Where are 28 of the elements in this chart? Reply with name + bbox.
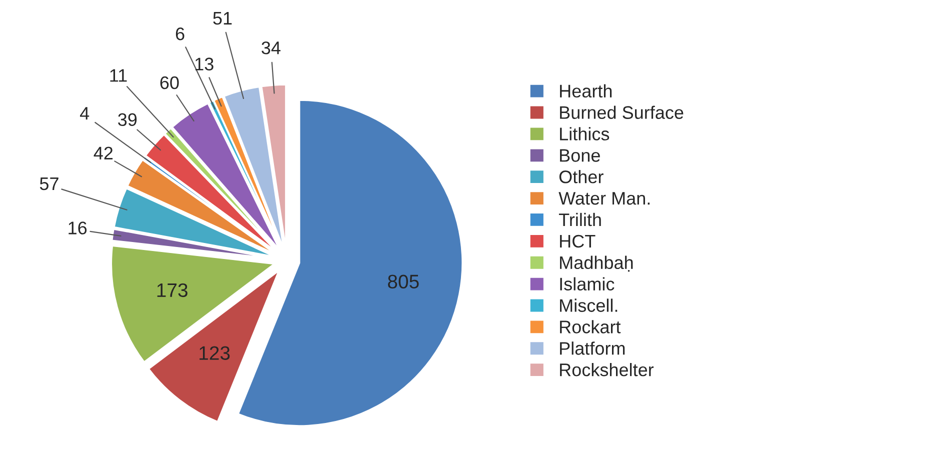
data-label: 173 — [157, 283, 188, 298]
legend-label: HCT — [560, 234, 596, 248]
data-label: 4 — [80, 107, 90, 120]
data-label: 60 — [160, 76, 179, 90]
legend-label: Trilith — [558, 212, 601, 226]
data-label: 11 — [110, 69, 127, 82]
legend-label: Lithics — [560, 127, 610, 140]
legend-label: Platform — [560, 342, 625, 355]
data-label: 13 — [195, 58, 214, 70]
legend-label: Islamic — [560, 277, 614, 290]
legend-label: Madhbaḥ — [560, 256, 633, 272]
data-label: 16 — [68, 222, 87, 234]
data-label: 34 — [262, 41, 280, 54]
legend-label: Miscell. — [560, 298, 618, 312]
legend-label: Rockshelter — [560, 363, 654, 376]
legend-label: Other — [559, 170, 604, 184]
data-label: 42 — [94, 146, 113, 160]
legend-label: Burned Surface — [560, 106, 684, 119]
legend-label: Rockart — [560, 320, 621, 334]
data-label: 57 — [40, 178, 58, 190]
data-label: 39 — [118, 113, 137, 126]
legend-label: Bone — [560, 149, 600, 162]
data-label: 6 — [176, 27, 184, 40]
legend-label: Hearth — [560, 84, 612, 98]
legend-label: Water Man. — [558, 192, 650, 205]
data-label: 805 — [388, 274, 419, 288]
data-label: 123 — [200, 346, 230, 360]
data-label: 51 — [213, 12, 232, 25]
